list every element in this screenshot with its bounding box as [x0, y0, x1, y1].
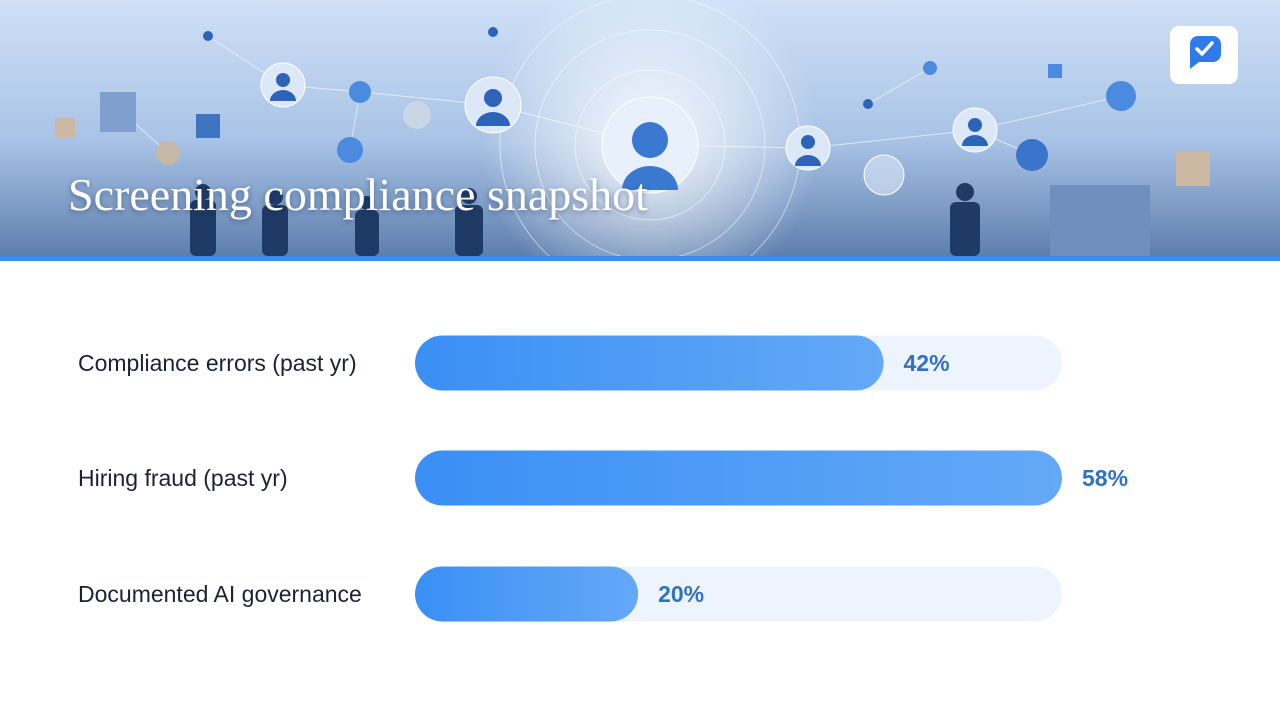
people	[190, 183, 980, 256]
bar	[415, 335, 884, 391]
value-label: 42%	[903, 350, 950, 376]
value-label: 58%	[1082, 465, 1129, 491]
logo	[1170, 26, 1238, 84]
banner-rule	[0, 256, 1280, 261]
value-label: 20%	[658, 581, 705, 607]
category-label: Compliance errors (past yr)	[78, 350, 357, 376]
nodes	[55, 27, 1210, 256]
category-label: Hiring fraud (past yr)	[78, 465, 288, 491]
chart	[415, 335, 1062, 622]
bar	[415, 566, 639, 622]
category-label: Documented AI governance	[78, 581, 362, 607]
title: Screening compliance snapshot	[68, 169, 648, 220]
banner	[0, 0, 1280, 261]
bar	[415, 450, 1062, 506]
